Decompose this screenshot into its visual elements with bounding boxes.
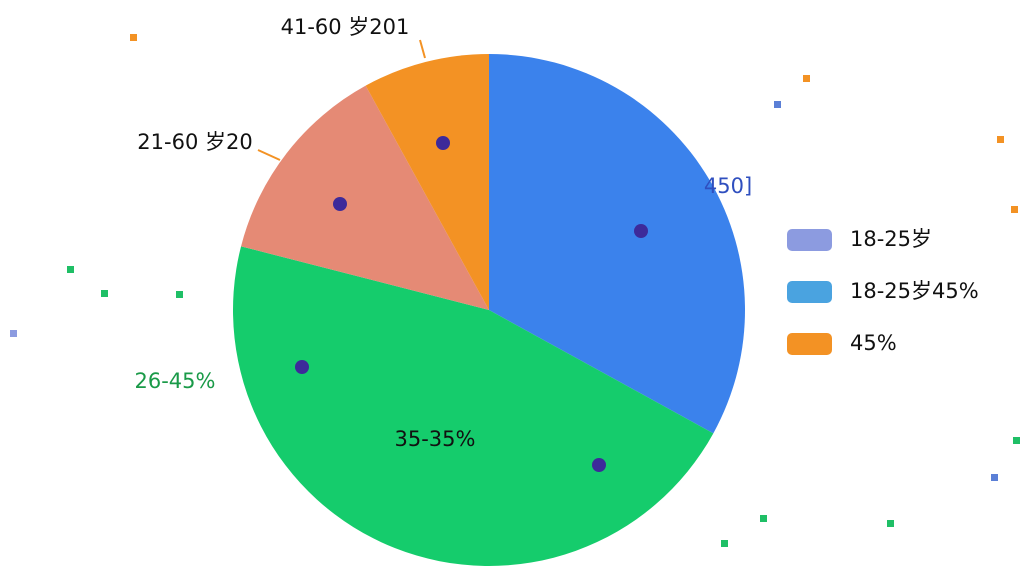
pie-slice xyxy=(232,246,714,567)
slice-label: 41-60 岁201 xyxy=(281,15,410,39)
pie-slice xyxy=(365,54,489,310)
pie-slice xyxy=(241,85,489,310)
annotation: 35-35% xyxy=(395,427,476,451)
legend-label: 18-25岁 xyxy=(850,227,932,251)
slice-label: 21-60 岁20 xyxy=(137,130,252,154)
legend-swatch xyxy=(787,281,832,303)
pie xyxy=(232,54,745,567)
legend-label: 45% xyxy=(850,331,897,355)
pie-slice xyxy=(489,54,745,434)
slice-dots xyxy=(295,136,648,472)
legend-label: 18-25岁45% xyxy=(850,279,979,303)
leader-line xyxy=(257,149,281,161)
confetti xyxy=(10,34,1020,547)
legend-swatch xyxy=(787,229,832,251)
slice-label: 450] xyxy=(704,174,752,198)
leader-line xyxy=(419,39,426,59)
legend-swatch xyxy=(787,333,832,355)
slice-label: 26-45% xyxy=(135,369,216,393)
